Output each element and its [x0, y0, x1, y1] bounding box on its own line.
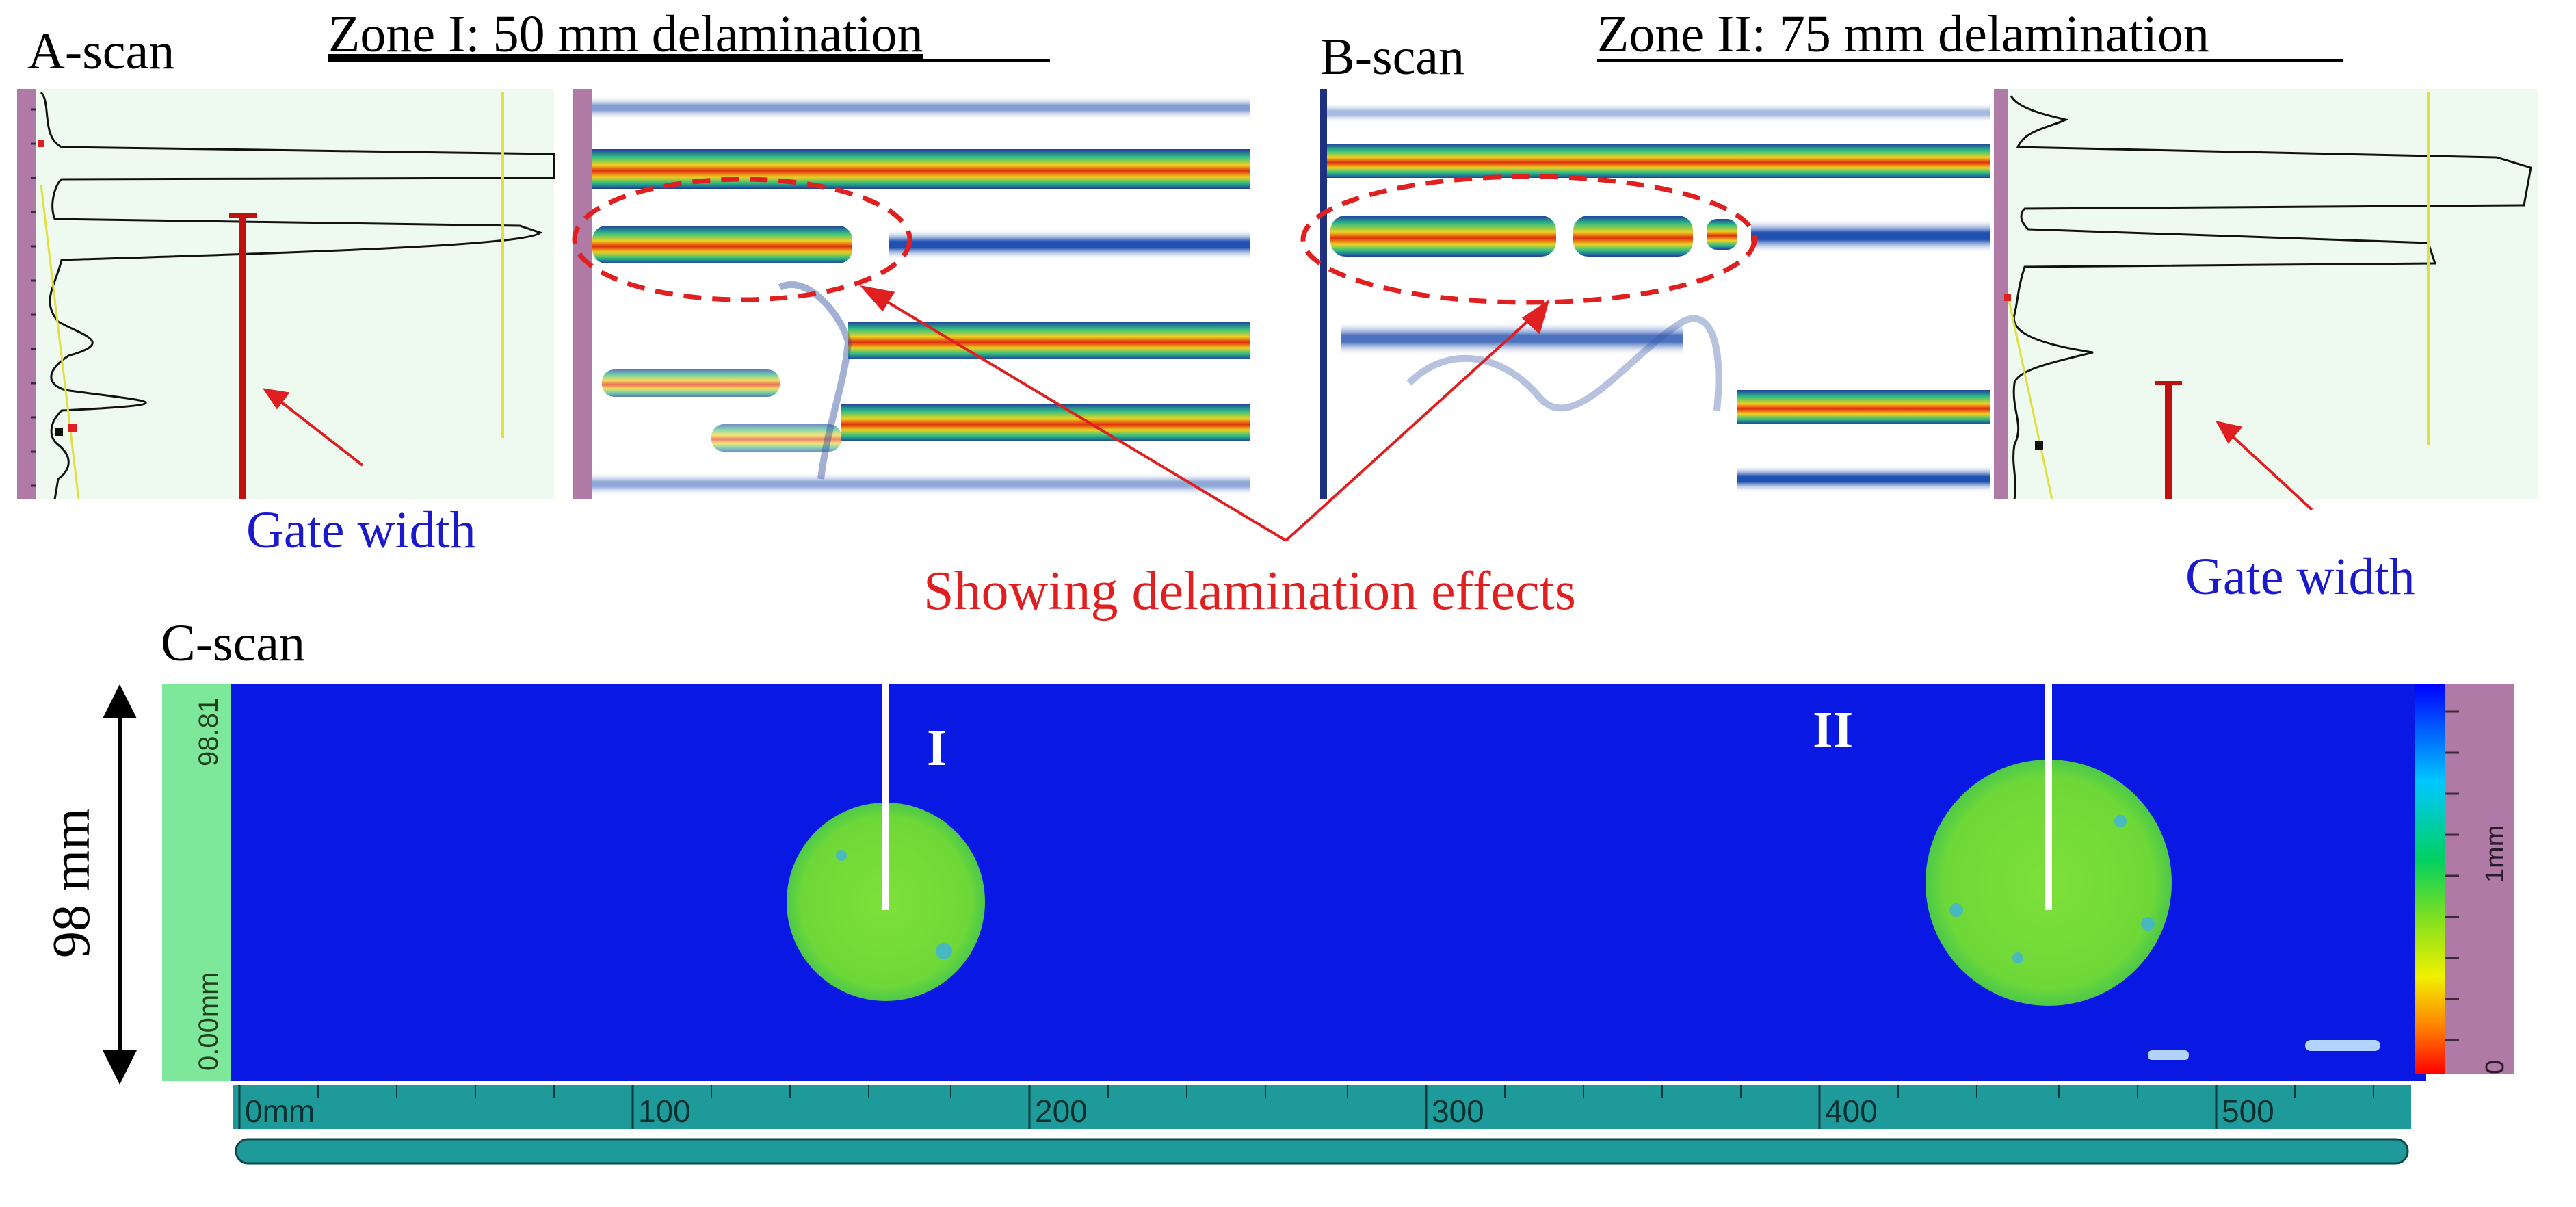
gate-width-label-right: Gate width — [2185, 548, 2415, 606]
c-scan-label: C-scan — [161, 614, 305, 672]
b-scan-label: B-scan — [1320, 28, 1464, 86]
b-scan-depth-ruler-left — [573, 89, 592, 499]
arrow-to-zone-1 — [867, 289, 1287, 542]
b-scan-step-echo-2 — [841, 404, 1250, 441]
c-scan-y-top-label: 98.81 — [194, 698, 224, 766]
c-scan-edge-noise — [2148, 1040, 2380, 1060]
a-scan-panel-right — [1994, 89, 2538, 500]
c-scan-y-bottom-label: 0.00mm — [194, 972, 224, 1072]
b-scan-depth-ruler-right — [1320, 89, 1327, 499]
b-scan-r-band-faint — [1327, 103, 1990, 123]
b-scan-r-delam-echo-1 — [1330, 216, 1556, 257]
c-scan-colorbar — [2415, 684, 2445, 1074]
c-scan-defect-speckles — [836, 815, 2155, 963]
a-scan-r-depth-ruler — [1994, 89, 2008, 499]
b-scan-r-band-mid — [1341, 322, 1683, 356]
b-scan-panel-zone-2 — [1320, 89, 1990, 499]
b-scan-lower-echo — [602, 369, 780, 397]
c-scan-colorbar-bottom-label: 0 — [2481, 1060, 2510, 1074]
a-scan-gain-curve — [40, 184, 80, 500]
c-scan-colorbar-top-label: 1mm — [2481, 825, 2510, 883]
a-scan-panel-left — [17, 89, 555, 500]
a-scan-marker-top — [38, 140, 44, 147]
c-scan-x-tick-200: 200 — [1035, 1093, 1088, 1129]
arrow-head-zone-1 — [859, 285, 895, 312]
c-scan-marker-2: II — [1813, 701, 1853, 759]
b-scan-band-faint — [592, 96, 1250, 120]
b-scan-delam-echo-1 — [592, 226, 852, 263]
dimension-arrow: 98 mm — [41, 684, 137, 1085]
zone-2-title: Zone II: 75 mm delamination — [1597, 5, 2209, 63]
gate-arrow-left — [269, 392, 364, 467]
b-scan-r-ghost-curve — [1406, 315, 1722, 412]
b-scan-panel-zone-1 — [573, 89, 1250, 499]
a-scan-r-marker-dark — [2035, 441, 2043, 450]
b-scan-r-delam-echo-2 — [1573, 216, 1693, 257]
b-scan-band-right — [889, 229, 1250, 260]
a-scan-r-plot-area — [2008, 89, 2538, 499]
delamination-ellipse-zone-2 — [1300, 174, 1757, 305]
arrow-head-zone-2 — [1521, 299, 1550, 335]
gate-width-label-left: Gate width — [246, 502, 476, 559]
c-scan-x-tick-300: 300 — [1432, 1093, 1484, 1129]
gate-arrow-right — [2222, 426, 2313, 511]
b-scan-front-wall — [592, 149, 1250, 189]
dimension-arrow-bottom — [103, 1050, 137, 1085]
c-scan-x-ruler-minor-ticks — [317, 1085, 2374, 1098]
gate-arrow-left-head — [262, 388, 290, 410]
delamination-ellipse-zone-1 — [572, 177, 912, 302]
c-scan-x-ruler-ticks — [238, 1085, 2218, 1129]
b-scan-r-delam-echo-3 — [1707, 219, 1737, 250]
a-scan-depth-ruler — [17, 89, 36, 499]
c-scan-x-tick-0: 0mm — [245, 1093, 315, 1129]
b-scan-r-step-echo — [1737, 390, 1990, 424]
b-scan-r-front-wall — [1327, 144, 1990, 178]
arrow-to-zone-2 — [1285, 307, 1544, 542]
a-scan-marker-dark — [55, 428, 63, 436]
b-scan-r-band-bottom — [1737, 465, 1990, 493]
c-scan-marker-1: I — [927, 719, 947, 777]
a-scan-marker-red — [68, 424, 77, 432]
a-scan-r-marker-red — [2004, 294, 2011, 301]
a-scan-plot-area — [36, 89, 554, 499]
b-scan-ghost-curve — [778, 281, 852, 480]
c-scan-x-ruler — [233, 1085, 2411, 1129]
c-scan-x-tick-100: 100 — [638, 1093, 691, 1129]
gate-arrow-right-head — [2216, 421, 2243, 444]
a-scan-r-gain-curve — [2006, 294, 2053, 500]
delamination-note: Showing delamination effects — [923, 561, 1576, 621]
a-scan-label: A-scan — [27, 23, 174, 80]
c-scan-scrollbar[interactable] — [235, 1138, 2409, 1165]
b-scan-lower-echo-2 — [711, 424, 841, 452]
b-scan-step-echo-1 — [848, 322, 1250, 359]
c-scan-x-tick-400: 400 — [1825, 1093, 1878, 1129]
c-scan-colorbar-scale — [2445, 684, 2514, 1074]
b-scan-r-band-right — [1751, 219, 1990, 253]
zone-1-title: Zone I: 50 mm delamination — [328, 5, 923, 63]
dimension-label: 98 mm — [41, 808, 101, 958]
b-scan-band-bottom — [592, 472, 1250, 496]
c-scan-x-tick-500: 500 — [2222, 1093, 2274, 1129]
a-scan-ruler-ticks — [31, 108, 36, 487]
c-scan-y-axis-strip — [162, 684, 231, 1081]
dimension-arrow-top — [103, 684, 137, 718]
a-scan-r-waveform — [2010, 95, 2532, 500]
gate-width-arrows — [262, 388, 2313, 511]
c-scan-colorbar-ticks — [2445, 710, 2459, 1041]
delamination-arrows — [859, 285, 1550, 542]
